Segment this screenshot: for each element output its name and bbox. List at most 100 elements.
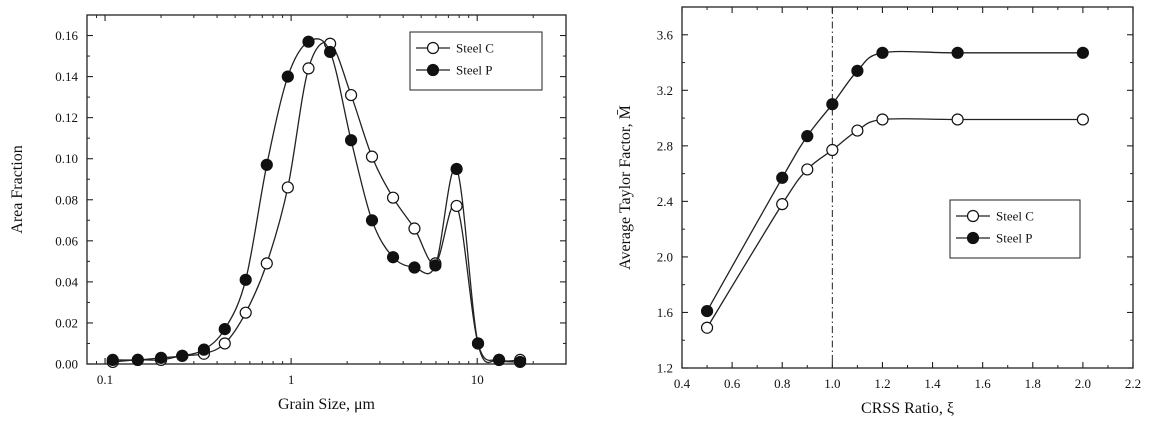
- data-point: [131, 353, 144, 366]
- data-point: [302, 62, 315, 75]
- data-point: [1076, 113, 1089, 126]
- data-point: [260, 257, 273, 270]
- data-point: [951, 46, 964, 59]
- x-tick-label: 0.4: [674, 376, 691, 391]
- chart-grain-size-distribution: 0.1 1 10 0.00 0.02 0.04 0.06 0.08 0.10 0.12 0.14 0.…: [9, 14, 567, 413]
- x-tick-label: 1.6: [975, 376, 992, 391]
- data-point: [450, 162, 463, 176]
- legend: Steel C Steel P: [409, 31, 543, 91]
- data-point: [197, 343, 211, 356]
- y-tick-label: 0.00: [55, 357, 78, 372]
- x-tick-label: 10: [471, 372, 484, 387]
- x-axis-label: Grain Size, μm: [278, 396, 376, 413]
- y-tick-label: 2.0: [657, 249, 673, 264]
- chart-taylor-factor: 0.4 0.6 0.8 1.0 1.2 1.4 1.6 1.8 2.0 2.2 1.2 1.6 2.0 2…: [617, 6, 1141, 417]
- series-line: [706, 50, 1083, 312]
- x-tick-label: 2.0: [1075, 376, 1091, 391]
- data-point: [513, 355, 527, 369]
- y-tick-label: 0.14: [55, 69, 78, 84]
- y-tick-label: 2.4: [657, 194, 674, 209]
- legend-label: Steel C: [996, 209, 1034, 224]
- data-point: [218, 323, 231, 336]
- data-point: [281, 70, 294, 83]
- y-tick-label: 0.04: [55, 274, 78, 289]
- legend-marker: [426, 41, 440, 55]
- data-point: [365, 214, 379, 227]
- data-point: [365, 150, 379, 163]
- y-tick-label: 0.08: [55, 192, 78, 207]
- data-point: [176, 349, 189, 362]
- x-tick-label: 1.2: [874, 376, 890, 391]
- y-tick-label: 2.8: [657, 138, 673, 153]
- data-point: [106, 353, 119, 366]
- legend-label: Steel C: [456, 41, 494, 56]
- data-point: [826, 98, 839, 111]
- legend-marker: [426, 63, 440, 77]
- x-tick-label: 0.8: [774, 376, 790, 391]
- data-point: [429, 259, 442, 272]
- x-tick-label: 1: [288, 372, 295, 387]
- data-point: [951, 113, 964, 126]
- y-tick-label: 1.6: [657, 305, 674, 320]
- data-point: [876, 46, 889, 59]
- data-point: [776, 171, 789, 184]
- data-point: [281, 181, 294, 194]
- y-tick-label: 3.6: [657, 27, 674, 42]
- data-point: [154, 351, 168, 364]
- x-tick-label: 0.6: [724, 376, 741, 391]
- y-tick-label: 0.06: [55, 233, 78, 248]
- x-tick-label: 2.2: [1125, 376, 1141, 391]
- data-point: [700, 304, 714, 318]
- plot-frame: [86, 14, 567, 365]
- y-axis-label: Area Fraction: [9, 145, 26, 233]
- data-point: [260, 158, 273, 171]
- data-point: [776, 198, 789, 211]
- x-tick-label: 1.8: [1025, 376, 1041, 391]
- x-axis-label: CRSS Ratio, ξ: [861, 400, 954, 417]
- y-tick-label: 0.12: [55, 110, 78, 125]
- data-point: [1076, 46, 1089, 59]
- x-tick-label: 1.4: [924, 376, 941, 391]
- y-axis-label: Average Taylor Factor, M̄: [617, 105, 634, 270]
- y-tick-label: 1.2: [657, 361, 673, 376]
- plot-frame: [681, 6, 1134, 369]
- legend-marker: [966, 209, 980, 223]
- legend-box: [949, 199, 1081, 259]
- series-steel-p: [106, 35, 527, 369]
- data-point: [450, 199, 463, 213]
- data-point: [471, 337, 485, 350]
- data-point: [239, 273, 252, 286]
- data-point: [851, 124, 864, 137]
- series-steel-c: [700, 113, 1089, 334]
- y-tick-label: 0.16: [55, 28, 78, 43]
- legend-label: Steel P: [996, 231, 1032, 246]
- data-point: [408, 222, 421, 235]
- data-point: [826, 143, 839, 157]
- data-point: [700, 321, 714, 334]
- data-point: [344, 134, 358, 147]
- data-point: [492, 353, 506, 366]
- y-tick-label: 3.2: [657, 83, 673, 98]
- data-point: [801, 130, 814, 143]
- data-point: [344, 88, 358, 102]
- legend: Steel C Steel P: [949, 199, 1081, 259]
- data-point: [851, 64, 864, 77]
- data-point: [876, 113, 889, 126]
- data-point: [386, 251, 400, 264]
- legend-marker: [966, 231, 980, 245]
- data-point: [801, 163, 814, 176]
- data-point: [386, 191, 400, 204]
- data-point: [239, 306, 252, 319]
- data-point: [324, 45, 337, 59]
- legend-label: Steel P: [456, 63, 492, 78]
- y-tick-label: 0.10: [55, 151, 78, 166]
- legend-box: [409, 31, 543, 91]
- x-tick-label: 1.0: [824, 376, 840, 391]
- y-tick-label: 0.02: [55, 315, 78, 330]
- x-tick-label: 0.1: [97, 372, 113, 387]
- data-point: [302, 35, 315, 48]
- data-point: [218, 337, 231, 350]
- series-steel-p: [700, 46, 1089, 318]
- data-point: [408, 261, 421, 274]
